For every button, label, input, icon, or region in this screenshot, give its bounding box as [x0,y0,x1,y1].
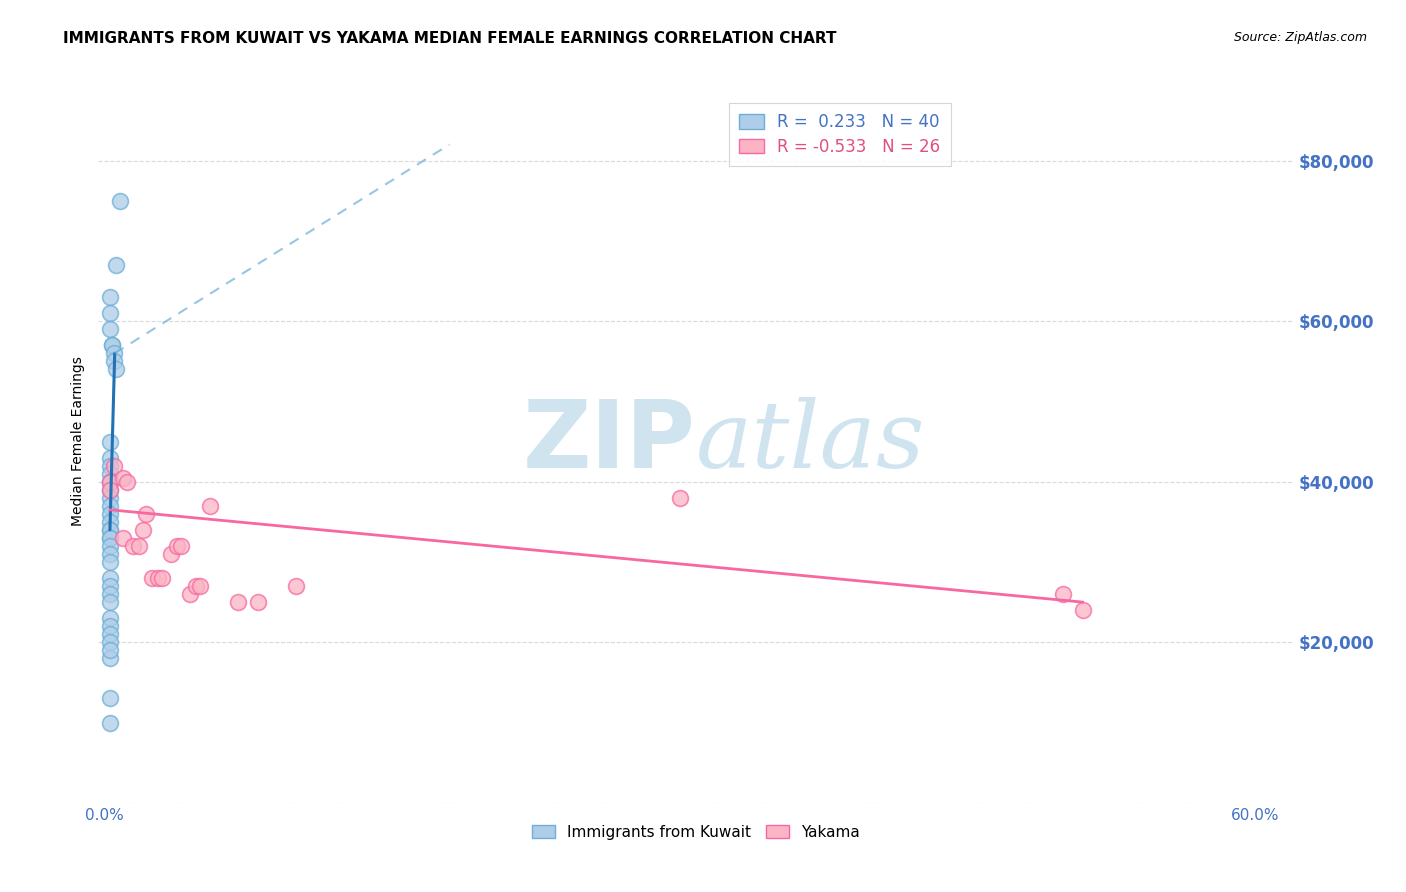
Point [98,483,121,497]
Point [98,643,121,657]
Point [131,523,153,537]
Point [98,523,121,537]
Point [98,322,121,336]
Point [98,475,121,489]
Point [104,362,127,376]
Point [228,595,250,609]
Point [98,531,121,545]
Point [98,611,121,625]
Point [98,715,121,730]
Point [98,619,121,633]
Text: atlas: atlas [696,397,925,486]
Point [1052,587,1074,601]
Point [112,531,135,545]
Point [98,651,121,665]
Point [98,595,121,609]
Point [98,531,121,545]
Point [98,483,121,497]
Point [98,579,121,593]
Point [101,338,124,352]
Point [160,547,183,561]
Point [98,475,121,489]
Point [98,523,121,537]
Point [179,587,201,601]
Point [246,595,269,609]
Point [98,475,121,489]
Point [115,475,138,489]
Point [98,515,121,529]
Point [98,491,121,505]
Point [166,539,188,553]
Point [141,571,163,585]
Point [98,587,121,601]
Point [98,507,121,521]
Point [170,539,193,553]
Point [98,467,121,481]
Point [103,346,125,360]
Text: ZIP: ZIP [523,395,696,488]
Point [188,579,211,593]
Point [103,458,125,473]
Y-axis label: Median Female Earnings: Median Female Earnings [72,357,86,526]
Point [98,290,121,304]
Point [98,627,121,641]
Point [98,539,121,553]
Point [104,258,127,272]
Point [1071,603,1094,617]
Point [122,539,145,553]
Point [112,470,135,484]
Point [98,635,121,649]
Point [98,450,121,465]
Point [98,458,121,473]
Point [146,571,169,585]
Point [98,547,121,561]
Point [108,194,131,208]
Point [186,579,208,593]
Point [98,571,121,585]
Point [668,491,690,505]
Point [98,434,121,449]
Point [98,555,121,569]
Point [98,499,121,513]
Text: Source: ZipAtlas.com: Source: ZipAtlas.com [1233,31,1367,45]
Point [101,338,124,352]
Point [150,571,173,585]
Text: IMMIGRANTS FROM KUWAIT VS YAKAMA MEDIAN FEMALE EARNINGS CORRELATION CHART: IMMIGRANTS FROM KUWAIT VS YAKAMA MEDIAN … [63,31,837,46]
Point [103,354,125,368]
Point [285,579,308,593]
Point [98,691,121,706]
Point [128,539,150,553]
Legend: Immigrants from Kuwait, Yakama: Immigrants from Kuwait, Yakama [526,819,866,846]
Point [98,306,121,320]
Point [198,499,221,513]
Point [135,507,157,521]
